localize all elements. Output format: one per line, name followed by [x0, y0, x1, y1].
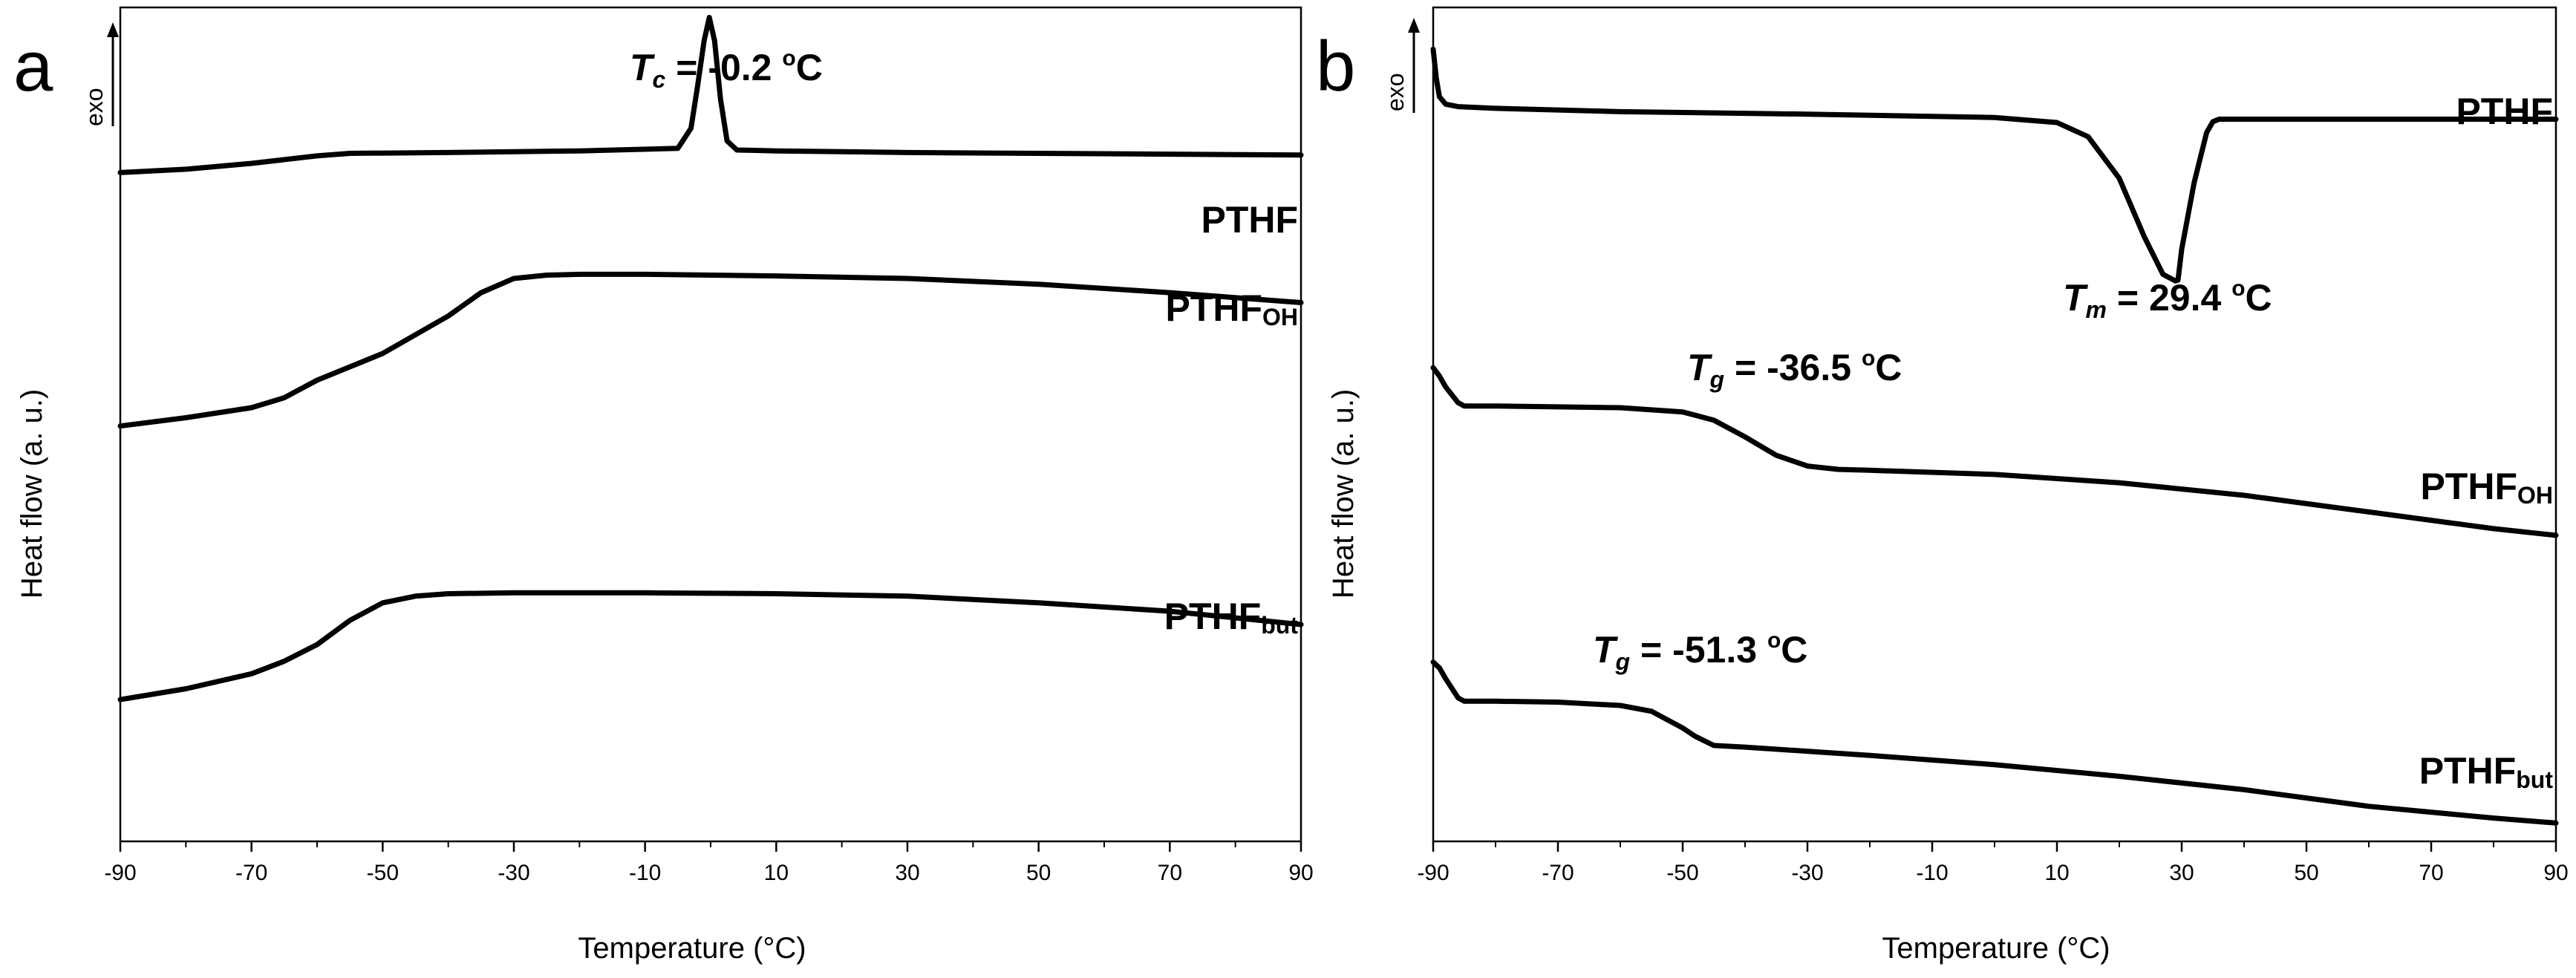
panel-b-x-tick-label: -90	[1417, 861, 1449, 885]
panel-a-series-pthfoh	[117, 271, 1304, 429]
panel-b-x-tick-label: 70	[2419, 861, 2443, 885]
panel-a-x-tick-label: -90	[104, 861, 136, 885]
panel-a-exo-arrow-head	[107, 22, 119, 37]
panel-b-exo-label: exo	[1382, 73, 1409, 111]
panel-a-x-tick-label: 10	[764, 861, 789, 885]
panel-b-ticks	[1432, 841, 2557, 852]
panel-a-y-axis-label: Heat flow (a. u.)	[16, 389, 48, 599]
panel-b-x-tick-label: 30	[2169, 861, 2194, 885]
panel-b-letter: b	[1316, 27, 1355, 106]
panel-a-x-tick-label: -70	[235, 861, 267, 885]
panel-b-x-tick-label: -70	[1542, 861, 1574, 885]
panel-a-x-tick-label: 90	[1288, 861, 1313, 885]
panel-b-exo-arrow-head	[1408, 18, 1420, 33]
panel-b-series-label-pthfbut: PTHFbut	[2419, 750, 2554, 793]
panel-a-x-tick-label: 70	[1158, 861, 1182, 885]
panel-b-x-tick-label: 90	[2543, 861, 2568, 885]
panel-a-exo-label: exo	[81, 88, 108, 126]
panel-a-series-pthf	[117, 15, 1304, 175]
panel-b-plot-frame	[1432, 6, 2557, 843]
panel-b: b exo Heat flow (a. u.) Temperature (°C)…	[1316, 6, 2569, 965]
panel-a-series-pthfbut	[117, 590, 1304, 702]
panel-a-x-tick-label: -50	[367, 861, 399, 885]
panel-a-letter: a	[13, 27, 53, 106]
panel-b-x-tick-label: -10	[1916, 861, 1948, 885]
panel-b-series-label-pthf: PTHF	[2456, 91, 2553, 132]
panel-b-annotation-tg-but: Tg = -51.3 oC	[1593, 628, 1807, 675]
panel-a: a exo Heat flow (a. u.) Temperature (°C)…	[13, 6, 1314, 965]
panel-b-x-axis-label: Temperature (°C)	[1882, 932, 2110, 965]
panel-a-x-tick-label: 50	[1026, 861, 1051, 885]
panel-a-x-tick-label: -30	[498, 861, 529, 885]
panel-a-plot-frame	[119, 6, 1302, 843]
panel-a-x-axis-label: Temperature (°C)	[578, 932, 806, 965]
panel-b-annotation-tm: Tm = 29.4 oC	[2063, 276, 2272, 323]
panel-b-series	[1430, 46, 2559, 826]
panel-b-y-axis-label: Heat flow (a. u.)	[1327, 389, 1360, 599]
panel-b-x-tick-label: -50	[1666, 861, 1698, 885]
panel-a-x-tick-label: 30	[895, 861, 919, 885]
panel-a-series-label-pthfbut: PTHFbut	[1164, 596, 1299, 639]
panel-a-annotation-tc: Tc = -0.2 oC	[630, 46, 823, 93]
panel-a-x-tick-label: -10	[629, 861, 661, 885]
panel-a-series-label-pthfoh: PTHFOH	[1165, 287, 1298, 330]
panel-a-ticks	[119, 841, 1302, 852]
panel-a-series-label-pthf: PTHF	[1201, 199, 1298, 241]
panel-b-series-pthfoh	[1430, 365, 2559, 538]
panel-b-tick-labels: -90 -70 -50 -30 -10 10 30 50 70 90	[1417, 861, 2568, 885]
panel-b-series-pthf	[1430, 46, 2559, 284]
panel-b-series-pthfbut	[1430, 659, 2559, 826]
panel-a-series	[117, 15, 1304, 702]
panel-b-x-tick-label: 10	[2044, 861, 2069, 885]
panel-a-tick-labels: -90 -70 -50 -30 -10 10 30 50 70 90	[104, 861, 1313, 885]
panel-b-x-tick-label: 50	[2294, 861, 2318, 885]
panel-b-x-tick-label: -30	[1791, 861, 1823, 885]
panel-b-annotation-tg-oh: Tg = -36.5 oC	[1687, 346, 1902, 393]
panel-b-series-label-pthfoh: PTHFOH	[2420, 466, 2553, 509]
